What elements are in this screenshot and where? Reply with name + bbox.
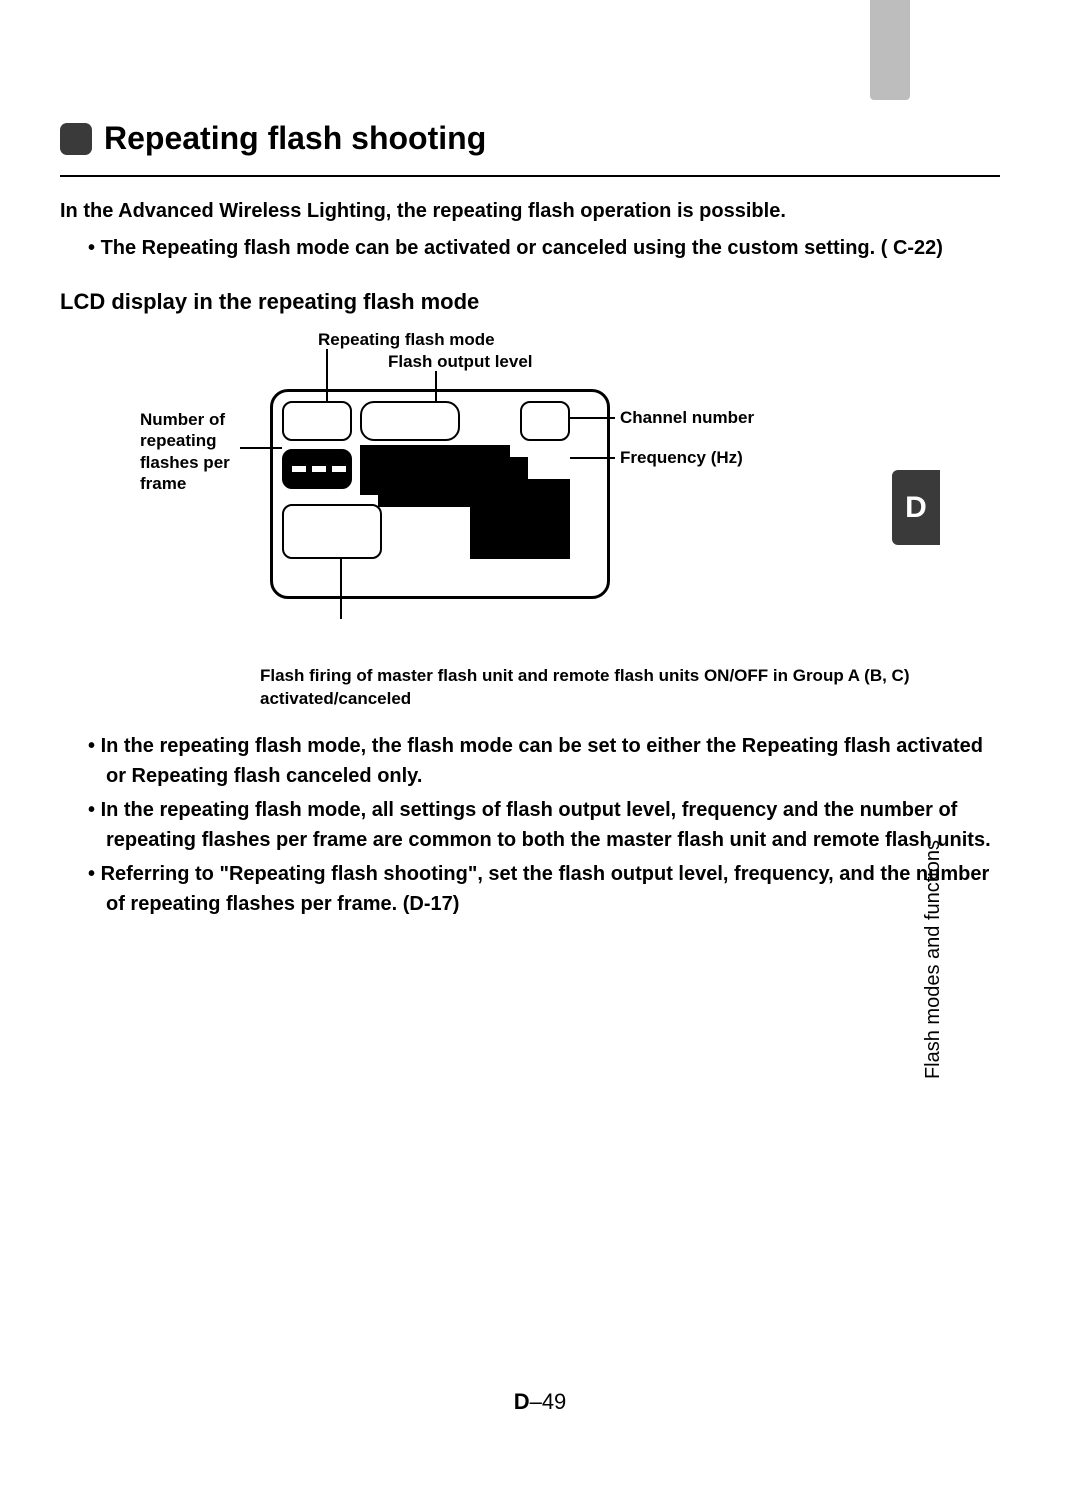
top-bullet-list: The Repeating flash mode can be activate… [60,233,1000,263]
subheading: LCD display in the repeating flash mode [60,289,1000,315]
body-bullet: Referring to "Repeating flash shooting",… [88,859,1000,919]
leader-line [340,559,342,619]
label-num-flashes: Number of repeating flashes per frame [140,409,260,494]
body-bullet: In the repeating flash mode, all setting… [88,795,1000,855]
lcd-box [360,401,460,441]
label-output-level: Flash output level [388,351,533,372]
title-row: Repeating flash shooting [60,120,1000,157]
page-edge-tab [870,0,910,100]
page-number-value: –49 [530,1389,567,1414]
lcd-box [282,401,352,441]
lcd-box [282,504,382,559]
title-rule [60,175,1000,177]
page-title: Repeating flash shooting [104,120,486,157]
body-bullet-list: In the repeating flash mode, the flash m… [60,731,1000,919]
lcd-dash [312,466,326,472]
intro-text: In the Advanced Wireless Lighting, the r… [60,197,1000,225]
page-number: D–49 [0,1389,1080,1415]
lcd-diagram: Repeating flash mode Flash output level … [140,329,960,659]
label-channel: Channel number [620,407,754,428]
lcd-box [520,401,570,441]
label-repeating-mode: Repeating flash mode [318,329,495,350]
section-tab: D [892,470,940,545]
lcd-dash [292,466,306,472]
lcd-block [470,479,570,559]
page-section-letter: D [514,1389,530,1414]
body-bullet: In the repeating flash mode, the flash m… [88,731,1000,791]
label-frequency: Frequency (Hz) [620,447,743,468]
top-bullet: The Repeating flash mode can be activate… [88,233,1000,263]
lcd-dash [332,466,346,472]
section-side-text: Flash modes and functions [922,840,945,1079]
label-group-onoff: Flash firing of master flash unit and re… [260,665,1000,711]
title-bullet-icon [60,123,92,155]
manual-page: Repeating flash shooting In the Advanced… [0,0,1080,1485]
